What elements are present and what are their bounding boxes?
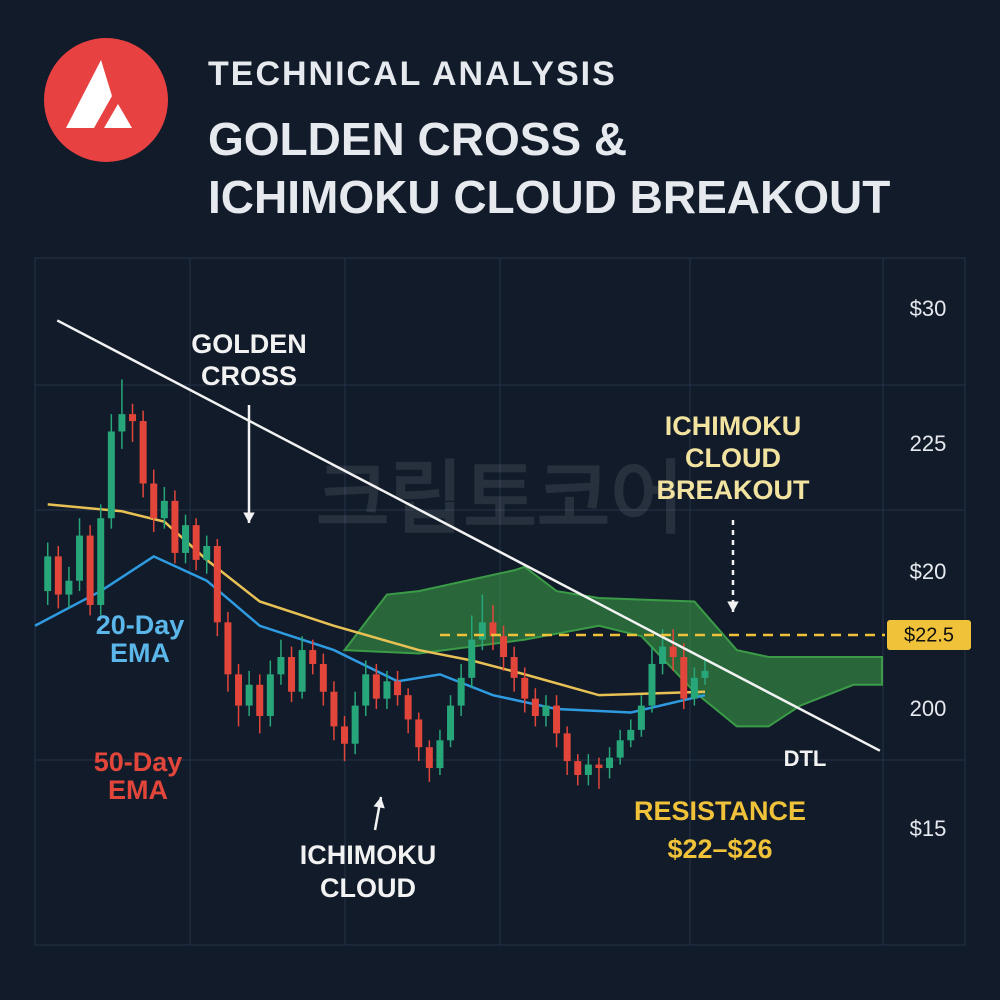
candle-body [86, 535, 94, 605]
candle-body [182, 525, 190, 553]
candle-body [288, 657, 296, 692]
candle-body [118, 414, 126, 432]
candle-body [309, 650, 317, 664]
candle-body [659, 646, 667, 664]
candle-body [478, 622, 486, 640]
candle-body [192, 525, 200, 560]
annotation: EMA [110, 638, 170, 668]
candle-body [436, 740, 444, 769]
candle-body [150, 483, 158, 519]
annotation: ICHIMOKU [300, 840, 437, 870]
candle-body [372, 674, 380, 699]
candle-body [129, 414, 137, 422]
price-label: $20 [910, 559, 947, 584]
watermark: 크립토코어 [316, 454, 684, 543]
candle-body [97, 518, 105, 605]
candle-body [584, 764, 592, 775]
candle-body [319, 663, 327, 692]
candle-body [574, 761, 582, 775]
title: GOLDEN CROSS & [208, 113, 627, 165]
logo [44, 38, 168, 162]
candle-body [224, 622, 232, 675]
candle-body [107, 431, 115, 519]
candle-body [627, 729, 635, 741]
candle-body [489, 622, 497, 637]
candle-body [616, 740, 624, 758]
candle-body [669, 646, 677, 658]
annotation: BREAKOUT [657, 475, 811, 505]
ema-line [47, 503, 706, 697]
candle-body [351, 705, 359, 744]
candle-body [394, 681, 402, 696]
candle-body [606, 757, 614, 769]
trendline [56, 319, 881, 752]
candle-body [648, 663, 656, 706]
candle-body [690, 677, 698, 699]
annotation: GOLDEN [191, 329, 307, 359]
candle-body [362, 674, 370, 706]
candle-body [415, 719, 423, 748]
candle-body [330, 691, 338, 727]
candle-body [701, 670, 709, 678]
annotation: CROSS [201, 361, 297, 391]
candle-body [553, 705, 561, 734]
candle-body [637, 705, 645, 730]
candle-body [542, 705, 550, 716]
annotation: $22–$26 [667, 834, 772, 864]
price-label: 200 [910, 696, 947, 721]
ichimoku-cloud [342, 565, 883, 728]
annotation: CLOUD [320, 873, 416, 903]
candle-body [531, 698, 539, 716]
annotation: CLOUD [685, 443, 781, 473]
arrow-head [727, 601, 739, 612]
candle-body [298, 650, 306, 692]
candle-body [404, 695, 412, 720]
price-label: 225 [910, 431, 947, 456]
candle-body [500, 636, 508, 658]
arrow-head [373, 797, 385, 809]
annotation: ICHIMOKU [665, 411, 802, 441]
candle-body [680, 657, 688, 699]
price-label: $15 [910, 816, 947, 841]
candle-body [510, 657, 518, 678]
candle-body [44, 556, 52, 592]
annotation: 50-Day [94, 747, 183, 777]
candle-body [595, 764, 603, 769]
candle-body [256, 684, 264, 716]
candle-body [160, 500, 168, 519]
annotation: EMA [108, 775, 168, 805]
candle-body [425, 747, 433, 769]
candle-body [65, 580, 73, 595]
candle-body [54, 556, 62, 595]
level-badge [887, 620, 971, 650]
title: ICHIMOKU CLOUD BREAKOUT [208, 171, 890, 223]
candle-body [171, 500, 179, 553]
kicker: TECHNICAL ANALYSIS [208, 55, 617, 93]
candle-body [468, 639, 476, 678]
candle-body [235, 674, 243, 706]
candle-body [457, 677, 465, 706]
candle-body [76, 535, 84, 581]
candle-body [521, 677, 529, 699]
panel-grid [34, 257, 966, 946]
candle-body [245, 684, 253, 706]
candle-body [277, 657, 285, 675]
candle-body [203, 545, 211, 560]
annotation: RESISTANCE [634, 796, 806, 826]
candle-body [563, 733, 571, 762]
candle-body [383, 681, 391, 699]
level-label: $22.5 [904, 624, 954, 646]
price-label: $30 [910, 296, 947, 321]
trendline-label: DTL [784, 746, 827, 771]
arrow-head [243, 512, 255, 523]
candle-body [341, 726, 349, 744]
candle-body [266, 674, 274, 716]
candle-body [139, 421, 147, 484]
candle-body [447, 705, 455, 741]
annotation: 20-Day [96, 610, 185, 640]
candle-body [213, 545, 221, 623]
